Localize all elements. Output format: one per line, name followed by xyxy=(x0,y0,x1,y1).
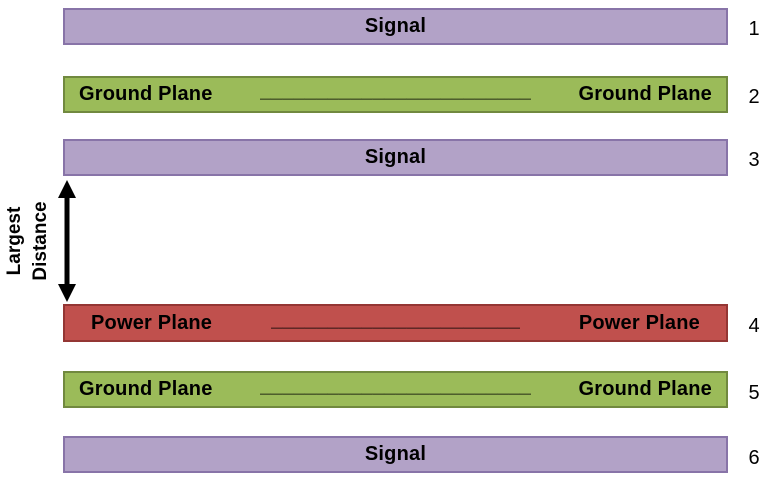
layer-label-right: Ground Plane xyxy=(578,378,712,400)
layer-label-right: Ground Plane xyxy=(578,83,712,105)
layer-number-6: 6 xyxy=(748,447,760,469)
underscore-separator: ________________________ xyxy=(259,80,532,102)
underscore-separator: ______________________ xyxy=(270,308,521,331)
layer-label-left: Ground Plane xyxy=(79,378,213,400)
layer-bar-signal-1: Signal xyxy=(63,8,728,45)
layer-label: Signal xyxy=(364,443,427,465)
layer-bar-power-4: Power Plane ______________________ Power… xyxy=(63,304,728,342)
double-headed-arrow-icon xyxy=(50,179,84,303)
layer-number-4: 4 xyxy=(748,315,760,337)
layer-number-1: 1 xyxy=(748,18,760,40)
largest-distance-label: Largest Distance xyxy=(2,184,56,298)
layer-label-left: Ground Plane xyxy=(79,83,213,105)
layer-bar-signal-3: Signal xyxy=(63,139,728,176)
layer-number-2: 2 xyxy=(748,86,760,108)
layer-label-left: Power Plane xyxy=(91,311,213,334)
layer-label: Signal xyxy=(364,146,427,168)
underscore-separator: ________________________ xyxy=(259,375,532,397)
layer-number-3: 3 xyxy=(748,149,760,171)
layer-bar-ground-2: Ground Plane ________________________ Gr… xyxy=(63,76,728,113)
layer-label: Signal xyxy=(364,15,427,37)
layer-number-5: 5 xyxy=(748,382,760,404)
largest-distance-line1: Largest xyxy=(4,206,25,276)
layer-bar-ground-5: Ground Plane ________________________ Gr… xyxy=(63,371,728,408)
layer-bar-signal-6: Signal xyxy=(63,436,728,473)
layer-label-right: Power Plane xyxy=(578,311,700,334)
